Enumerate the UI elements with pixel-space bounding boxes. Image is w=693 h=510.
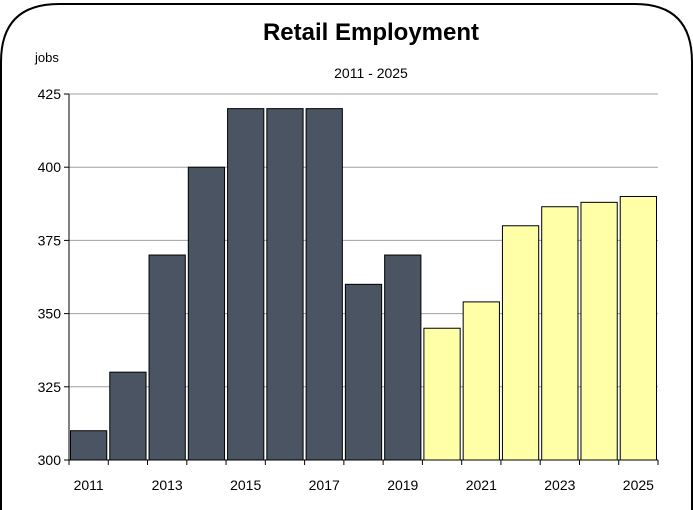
bar-2011 [70,430,108,461]
y-tick-label: 400 [38,159,62,175]
y-axis-label: jobs [34,50,59,65]
x-ticks: 2011 2013 2015 2017 2019 2021 2023 2025 [68,460,659,493]
bar-2015 [227,108,265,461]
y-tick-label: 425 [38,86,62,102]
x-tick-label: 2025 [623,477,654,493]
x-tick-label: 2021 [466,477,497,493]
x-tick-label: 2019 [387,477,418,493]
bar-2018 [344,283,383,461]
y-tick-label: 350 [38,306,62,322]
bar-2012 [109,371,147,461]
y-tick-label: 325 [38,379,62,395]
bar-2020 [423,327,461,461]
bars [70,108,658,461]
y-tick-label: 300 [38,452,62,468]
chart-subtitle: 2011 - 2025 [334,65,408,81]
bar-2025 [619,195,658,461]
bar-2019 [384,254,422,461]
bar-2016 [266,108,304,461]
axes [68,94,658,461]
x-tick-label: 2017 [309,477,340,493]
chart-border [0,3,693,510]
chart-title: Retail Employment [263,19,479,46]
x-tick-label: 2015 [230,477,261,493]
bar-2024 [580,201,618,461]
bar-2021 [462,301,500,461]
x-tick-label: 2011 [74,477,104,493]
bar-2014 [187,166,226,461]
x-tick-label: 2023 [544,477,575,493]
y-tick-label: 375 [38,232,62,248]
y-ticks: 300 325 350 375 400 425 [38,86,69,468]
bar-2017 [305,108,343,461]
bar-2013 [148,254,186,461]
x-tick-label: 2013 [152,477,183,493]
bar-2023 [541,206,579,461]
bar-2022 [501,225,540,461]
